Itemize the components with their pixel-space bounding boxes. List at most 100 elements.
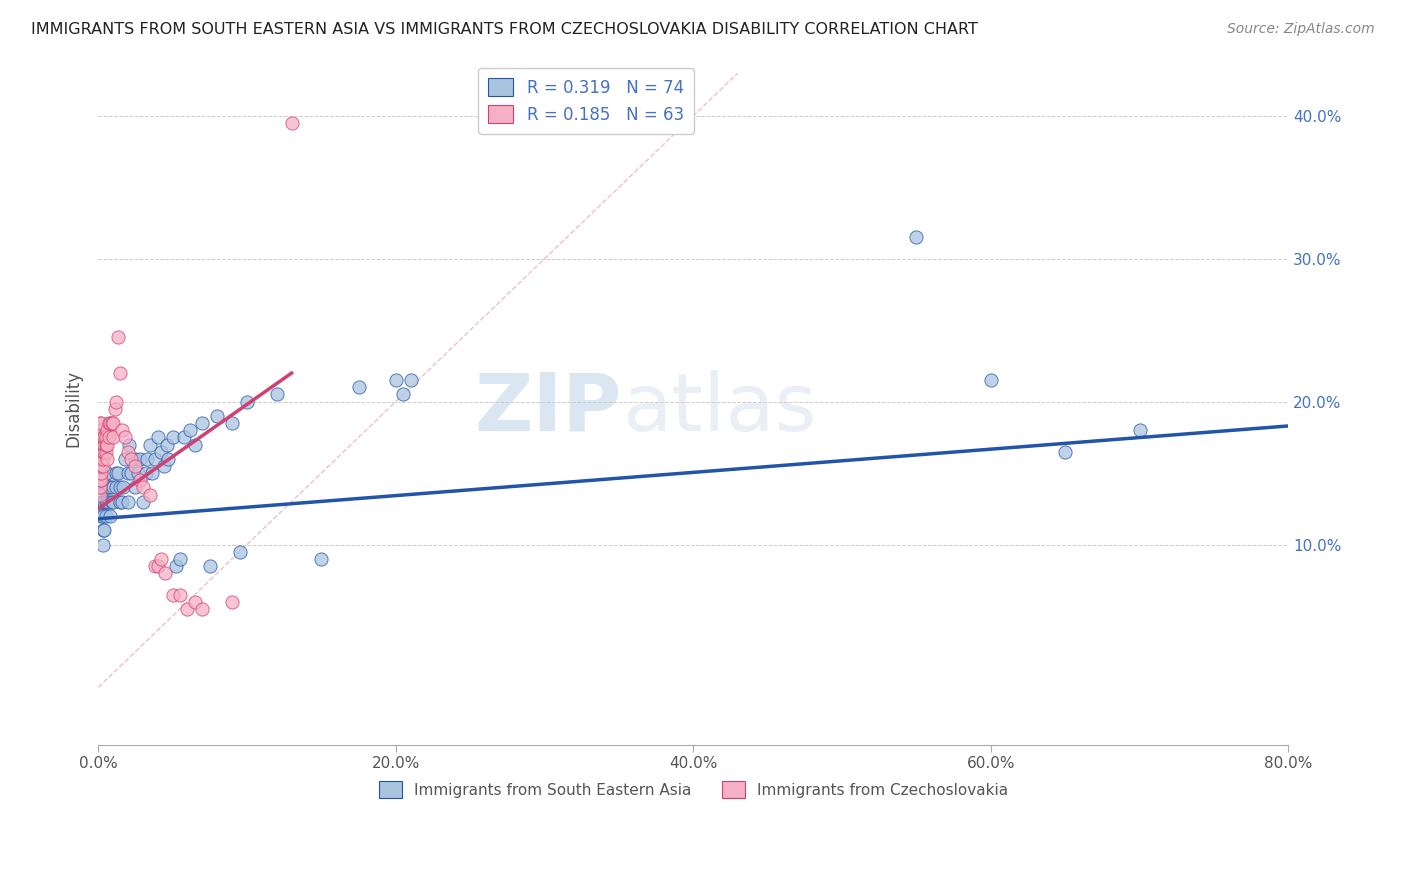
Point xyxy=(97,416,120,430)
Point xyxy=(112,480,135,494)
Point xyxy=(399,373,422,387)
Point xyxy=(91,430,114,444)
Point xyxy=(90,466,112,480)
Point xyxy=(90,473,112,487)
Legend: Immigrants from South Eastern Asia, Immigrants from Czechoslovakia: Immigrants from South Eastern Asia, Immi… xyxy=(373,775,1014,804)
Point xyxy=(91,451,114,466)
Point xyxy=(198,558,221,573)
Point xyxy=(91,444,114,458)
Point xyxy=(98,508,121,523)
Point xyxy=(91,458,114,473)
Point xyxy=(89,416,111,430)
Point xyxy=(162,588,184,602)
Point xyxy=(89,458,111,473)
Point xyxy=(98,480,121,494)
Point xyxy=(128,451,150,466)
Point xyxy=(96,494,118,508)
Point xyxy=(139,437,162,451)
Point xyxy=(141,466,163,480)
Point xyxy=(90,416,112,430)
Point xyxy=(191,602,214,616)
Text: atlas: atlas xyxy=(621,370,817,448)
Point xyxy=(91,437,114,451)
Point xyxy=(228,544,250,558)
Point xyxy=(135,466,157,480)
Point xyxy=(91,523,114,537)
Point xyxy=(90,458,112,473)
Point xyxy=(89,451,111,466)
Point xyxy=(205,409,228,423)
Point xyxy=(179,423,201,437)
Point xyxy=(94,437,117,451)
Point xyxy=(384,373,406,387)
Point xyxy=(128,473,150,487)
Point xyxy=(157,451,180,466)
Point xyxy=(152,458,174,473)
Point xyxy=(89,430,111,444)
Point xyxy=(905,230,928,244)
Point xyxy=(94,494,117,508)
Point xyxy=(93,430,115,444)
Point xyxy=(89,473,111,487)
Point xyxy=(96,480,118,494)
Point xyxy=(117,466,139,480)
Point xyxy=(146,430,169,444)
Point xyxy=(143,451,166,466)
Point xyxy=(89,487,111,501)
Point xyxy=(117,494,139,508)
Point xyxy=(221,595,243,609)
Point xyxy=(101,480,124,494)
Point xyxy=(347,380,370,394)
Point xyxy=(89,423,111,437)
Point xyxy=(93,523,115,537)
Point xyxy=(91,494,114,508)
Point xyxy=(90,444,112,458)
Point xyxy=(93,494,115,508)
Point xyxy=(93,444,115,458)
Point xyxy=(124,480,146,494)
Y-axis label: Disability: Disability xyxy=(65,370,82,448)
Point xyxy=(280,116,302,130)
Point xyxy=(169,551,191,566)
Point xyxy=(101,494,124,508)
Point xyxy=(173,430,195,444)
Point xyxy=(980,373,1002,387)
Point xyxy=(143,558,166,573)
Point xyxy=(110,480,132,494)
Point xyxy=(124,458,146,473)
Point xyxy=(139,487,162,501)
Point xyxy=(132,494,155,508)
Point xyxy=(91,508,114,523)
Point xyxy=(89,466,111,480)
Point xyxy=(97,430,120,444)
Point xyxy=(90,494,112,508)
Point xyxy=(96,451,118,466)
Point xyxy=(96,437,118,451)
Point xyxy=(184,437,207,451)
Point xyxy=(165,558,187,573)
Point xyxy=(221,416,243,430)
Point xyxy=(100,494,122,508)
Point xyxy=(1054,444,1077,458)
Point xyxy=(96,466,118,480)
Point xyxy=(153,566,176,581)
Point xyxy=(107,466,129,480)
Point xyxy=(156,437,179,451)
Point xyxy=(392,387,415,401)
Point xyxy=(89,480,111,494)
Point xyxy=(90,437,112,451)
Point xyxy=(111,423,134,437)
Point xyxy=(184,595,207,609)
Point xyxy=(110,494,132,508)
Point xyxy=(97,494,120,508)
Point xyxy=(191,416,214,430)
Point xyxy=(124,451,146,466)
Point xyxy=(114,430,136,444)
Point xyxy=(96,423,118,437)
Point xyxy=(132,480,155,494)
Point xyxy=(117,444,139,458)
Point xyxy=(146,558,169,573)
Point xyxy=(169,588,191,602)
Point xyxy=(101,416,124,430)
Text: ZIP: ZIP xyxy=(475,370,621,448)
